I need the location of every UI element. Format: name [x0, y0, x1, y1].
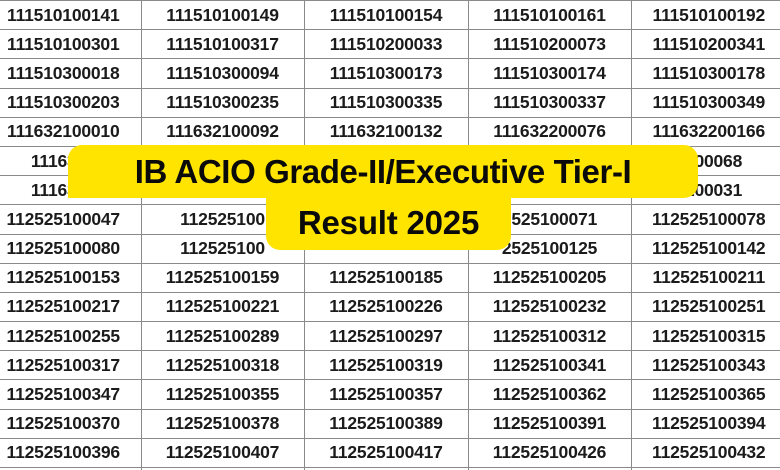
roll-number-cell: 112525100432	[631, 438, 780, 469]
roll-number-cell: 112525100515	[468, 467, 632, 470]
roll-number-cell: 111510100149	[141, 0, 305, 31]
roll-number-cell: 112525100315	[631, 321, 780, 352]
roll-number-cell: 112525100417	[304, 438, 469, 469]
roll-number-cell: 111510300178	[631, 58, 780, 89]
table-row: 111510300018 111510300094 111510300173 1…	[0, 58, 780, 89]
roll-number-cell: 112525100378	[141, 409, 305, 439]
roll-number-cell: 112525100362	[468, 379, 632, 410]
roll-number-cell: 112525100232	[468, 292, 632, 323]
roll-number-cell: 112525100370	[0, 409, 142, 439]
table-row: 112525100217 112525100221 112525100226 1…	[0, 292, 780, 323]
roll-number-cell: 112525100341	[468, 350, 632, 381]
roll-number-cell: 112525100297	[304, 321, 469, 352]
table-row: 111510300203 111510300235 111510300335 1…	[0, 88, 780, 118]
roll-number-cell: 111632200166	[631, 117, 780, 147]
roll-number-cell: 111510100141	[0, 0, 142, 31]
roll-number-cell: 111510300335	[304, 88, 469, 118]
roll-number-cell: 112525100159	[141, 263, 305, 293]
roll-number-cell: 111510100161	[468, 0, 632, 31]
roll-number-cell: 112525100522	[631, 467, 780, 470]
roll-number-cell: 112525100255	[0, 321, 142, 352]
roll-number-cell: 112525100153	[0, 263, 142, 293]
roll-number-cell: 112525100319	[304, 350, 469, 381]
roll-number-cell: 112525100211	[631, 263, 780, 293]
roll-number-cell: 112525100217	[0, 292, 142, 323]
roll-number-cell: 111510300337	[468, 88, 632, 118]
roll-number-cell: 112525100391	[468, 409, 632, 439]
roll-number-cell: 112525100142	[631, 234, 780, 264]
roll-number-cell: 112525100205	[468, 263, 632, 293]
table-row: 112525100255 112525100289 112525100297 1…	[0, 321, 780, 352]
roll-number-cell: 112525100312	[468, 321, 632, 352]
roll-number-cell: 112525100221	[141, 292, 305, 323]
roll-number-cell: 112525100396	[0, 438, 142, 469]
roll-number-cell: 112525100394	[631, 409, 780, 439]
roll-number-cell: 111510300173	[304, 58, 469, 89]
roll-number-cell: 111510200341	[631, 29, 780, 60]
roll-number-cell: 112525100047	[0, 204, 142, 235]
roll-number-cell: 111510300018	[0, 58, 142, 89]
roll-number-cell: 111632100092	[141, 117, 305, 147]
roll-number-cell: 111510300349	[631, 88, 780, 118]
roll-number-cell: 111632200076	[468, 117, 632, 147]
roll-number-cell: 111510300235	[141, 88, 305, 118]
roll-number-cell: 111510200033	[304, 29, 469, 60]
table-row: 111510100301 111510100317 111510200033 1…	[0, 29, 780, 60]
roll-number-cell: 111632100132	[304, 117, 469, 147]
roll-number-cell: 111510100317	[141, 29, 305, 60]
roll-number-cell: 111510300203	[0, 88, 142, 118]
roll-number-cell: 112525100454	[141, 467, 305, 470]
roll-number-cell: 112525100357	[304, 379, 469, 410]
table-row: 111510100141 111510100149 111510100154 1…	[0, 0, 780, 31]
roll-number-cell: 112525100407	[141, 438, 305, 469]
table-row: 112525100347 112525100355 112525100357 1…	[0, 379, 780, 410]
roll-number-cell: 111510100192	[631, 0, 780, 31]
roll-number-cell: 112525100317	[0, 350, 142, 381]
table-row: 112525100452 112525100454 112525100476 1…	[0, 467, 780, 470]
roll-number-cell: 112525100318	[141, 350, 305, 381]
roll-number-cell: 112525100355	[141, 379, 305, 410]
roll-number-cell: 112525100251	[631, 292, 780, 323]
roll-number-cell: 112525100365	[631, 379, 780, 410]
roll-number-cell: 112525100289	[141, 321, 305, 352]
roll-number-cell: 111510300174	[468, 58, 632, 89]
roll-number-cell: 111510200073	[468, 29, 632, 60]
roll-number-cell: 112525100080	[0, 234, 142, 264]
roll-number-cell: 111510100154	[304, 0, 469, 31]
roll-number-cell: 112525100185	[304, 263, 469, 293]
roll-number-cell: 112525100389	[304, 409, 469, 439]
table-row: 112525100396 112525100407 112525100417 1…	[0, 438, 780, 469]
roll-number-cell: 111510300094	[141, 58, 305, 89]
roll-number-cell: 111510100301	[0, 29, 142, 60]
roll-number-cell: 112525100226	[304, 292, 469, 323]
roll-number-cell: 112525100343	[631, 350, 780, 381]
banner-title-line-2: Result 2025	[266, 198, 511, 250]
roll-number-cell: 112525100078	[631, 204, 780, 235]
table-row: 111632100010 111632100092 111632100132 1…	[0, 117, 780, 147]
roll-number-cell: 111632100010	[0, 117, 142, 147]
roll-number-cell: 112525100347	[0, 379, 142, 410]
banner-title-line-1: IB ACIO Grade-II/Executive Tier-I	[68, 145, 698, 198]
roll-number-cell: 112525100426	[468, 438, 632, 469]
roll-number-cell: 112525100476	[304, 467, 469, 470]
table-row: 112525100153 112525100159 112525100185 1…	[0, 263, 780, 293]
table-row: 112525100370 112525100378 112525100389 1…	[0, 409, 780, 439]
table-row: 112525100317 112525100318 112525100319 1…	[0, 350, 780, 381]
roll-number-cell: 112525100452	[0, 467, 142, 470]
